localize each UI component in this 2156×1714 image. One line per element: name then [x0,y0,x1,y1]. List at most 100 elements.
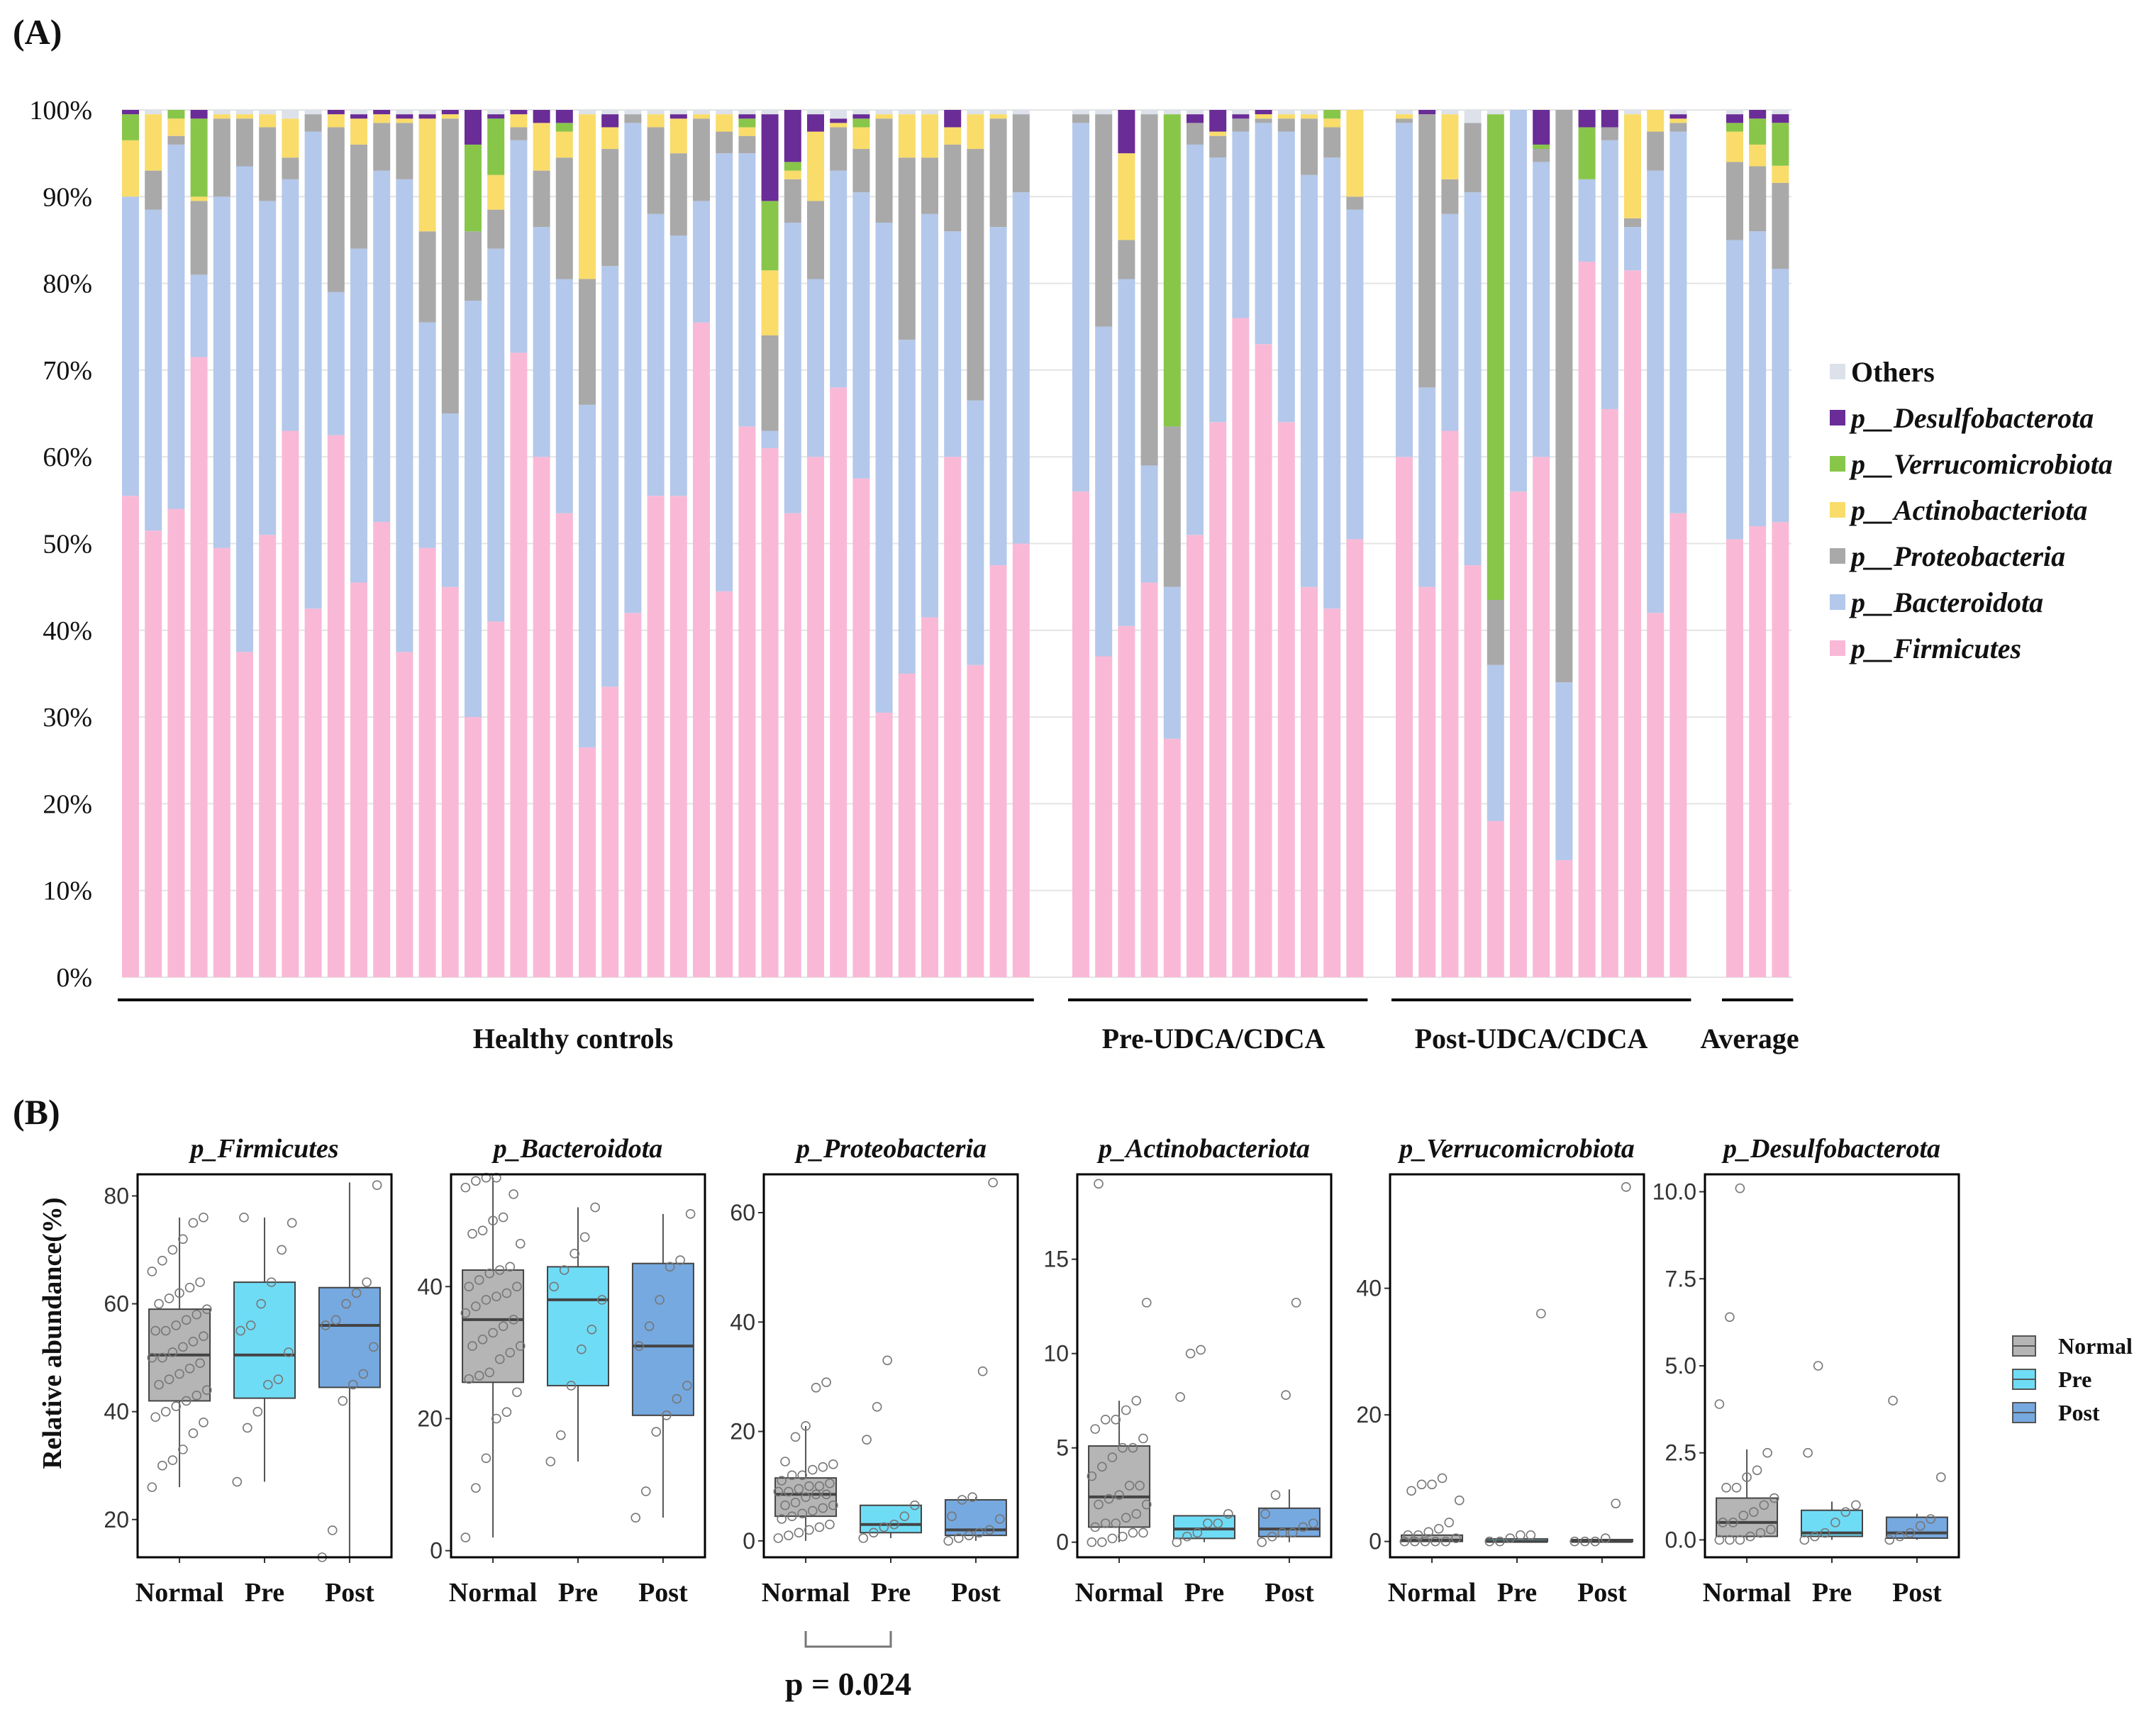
data-point [157,1255,167,1266]
bar-segment-bacteroidota [396,179,413,652]
bar-segment-firmicutes [304,608,322,977]
bar-segment-firmicutes [761,447,779,977]
y-tick-label: 0.0 [1665,1527,1696,1552]
bar-segment-actinobacteriota [1301,114,1318,119]
bar-segment-firmicutes [555,513,573,977]
data-point [953,1533,964,1543]
bar-segment-desulfobacterota [1187,114,1204,123]
panel-a-stacked-bar-chart: (A) 0% 10% 20% 30% 40% 50% 60% 70% 80% 90% 100% Heal… [13,12,2113,1054]
data-point [1094,1179,1104,1189]
bar-segment-bacteroidota [304,131,322,609]
y-tick-label: 50% [43,530,92,560]
data-point [488,1328,498,1338]
data-point [1611,1498,1621,1508]
bar-segment-firmicutes [1140,582,1158,977]
data-point [811,1489,821,1500]
bar-segment-desulfobacterota [1418,110,1436,115]
bar-segment-firmicutes [579,747,596,977]
x-tick-label: Post [1265,1578,1314,1608]
bar-segment-desulfobacterota [350,114,367,119]
bar-segment-firmicutes [830,387,848,977]
group-label: Average [1700,1023,1799,1054]
data-point [675,1255,685,1265]
bar-segment-others [647,110,665,115]
bar-segment-firmicutes [807,457,824,977]
x-tick-label: Normal [1075,1578,1164,1608]
legend-label: p__Desulfobacterota [1849,402,2094,434]
x-tick-label: Pre [245,1578,284,1608]
legend-label: p__Firmicutes [1849,633,2021,664]
p-value-label: p = 0.024 [785,1666,911,1702]
bar-segment-actinobacteriota [236,114,253,119]
bar-segment-bacteroidota [1578,179,1596,262]
bar-segment-firmicutes [1647,613,1665,977]
data-point [195,1277,205,1287]
data-point [160,1325,171,1336]
data-point [351,1288,362,1298]
data-point [287,1218,297,1228]
data-point [1097,1537,1107,1547]
data-point [1111,1415,1121,1425]
bar-segment-actinobacteriota [145,114,162,171]
bar-segment-others [236,110,253,115]
data-point [1413,1530,1423,1540]
y-tick-label: 70% [43,356,92,386]
bar-segment-firmicutes [145,530,162,977]
bar-segment-bacteroidota [282,179,299,431]
data-point [825,1479,835,1488]
bar-segment-firmicutes [875,712,893,977]
bar-segment-bacteroidota [327,291,345,435]
data-point [821,1489,831,1500]
data-point [1128,1442,1138,1453]
bar-segment-actinobacteriota [533,123,550,171]
bar-segment-verrucomicrobiota [122,114,139,140]
bar-segment-bacteroidota [350,248,367,583]
data-point [1223,1509,1233,1519]
data-point [1735,1183,1745,1193]
data-point [358,1369,369,1379]
bar-segment-bacteroidota [784,222,801,513]
data-point [797,1470,808,1481]
bar-segment-proteobacteria [852,149,870,193]
bar-segment-others [213,110,230,115]
bar-segment-others [145,110,162,115]
data-point [825,1519,835,1530]
data-point [491,1291,501,1302]
box-pre [233,1281,296,1399]
bar-segment-desulfobacterota [1749,110,1767,119]
data-point [1894,1531,1905,1542]
data-point [964,1530,974,1540]
data-point [368,1342,379,1352]
bar-segment-desulfobacterota [944,110,962,128]
data-point [974,1527,984,1538]
bar-segment-proteobacteria [807,201,824,279]
data-point [947,1511,957,1521]
bar-segment-others [1012,110,1030,115]
bar-segment-bacteroidota [1301,174,1318,587]
bar-segment-bacteroidota [465,301,482,718]
bar-segment-desulfobacterota [1601,110,1618,128]
bar-segment-firmicutes [373,521,391,977]
data-point [147,1267,157,1276]
data-point [184,1282,195,1293]
data-point [672,1393,682,1404]
bar-segment-actinobacteriota [1255,114,1272,119]
bar-segment-verrucomicrobiota [1487,114,1504,600]
bar-segment-firmicutes [1624,270,1641,977]
bar-segment-bacteroidota [852,192,870,479]
bar-segment-firmicutes [1726,539,1743,977]
data-point [1440,1536,1451,1547]
bar-segment-proteobacteria [624,114,642,123]
bar-segment-proteobacteria [647,127,665,214]
data-point [174,1369,184,1379]
data-point [1196,1345,1206,1355]
data-point [1270,1490,1281,1501]
data-point [1094,1499,1104,1510]
y-tick-label: 100% [29,96,92,126]
bar-segment-actinobacteriota [967,114,984,150]
bar-segment-firmicutes [693,322,710,977]
data-point [879,1522,889,1532]
data-point [488,1215,498,1225]
bar-segment-firmicutes [487,621,505,977]
bar-segment-proteobacteria [1187,123,1204,145]
